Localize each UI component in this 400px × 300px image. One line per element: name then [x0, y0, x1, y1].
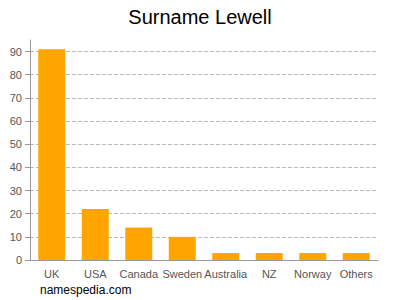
svg-text:Norway: Norway: [294, 268, 332, 280]
svg-text:0: 0: [16, 254, 22, 266]
svg-text:30: 30: [10, 185, 22, 197]
svg-text:20: 20: [10, 208, 22, 220]
svg-text:90: 90: [10, 46, 22, 58]
svg-text:Canada: Canada: [119, 268, 158, 280]
svg-text:50: 50: [10, 138, 22, 150]
svg-text:80: 80: [10, 69, 22, 81]
svg-text:10: 10: [10, 231, 22, 243]
svg-text:60: 60: [10, 115, 22, 127]
svg-text:Surname Lewell: Surname Lewell: [128, 6, 271, 28]
svg-text:Sweden: Sweden: [162, 268, 202, 280]
svg-text:NZ: NZ: [262, 268, 277, 280]
svg-text:UK: UK: [44, 268, 60, 280]
svg-text:70: 70: [10, 92, 22, 104]
svg-text:Australia: Australia: [204, 268, 248, 280]
svg-text:namespedia.com: namespedia.com: [40, 283, 131, 297]
svg-text:Others: Others: [340, 268, 374, 280]
svg-text:40: 40: [10, 161, 22, 173]
svg-text:USA: USA: [84, 268, 107, 280]
